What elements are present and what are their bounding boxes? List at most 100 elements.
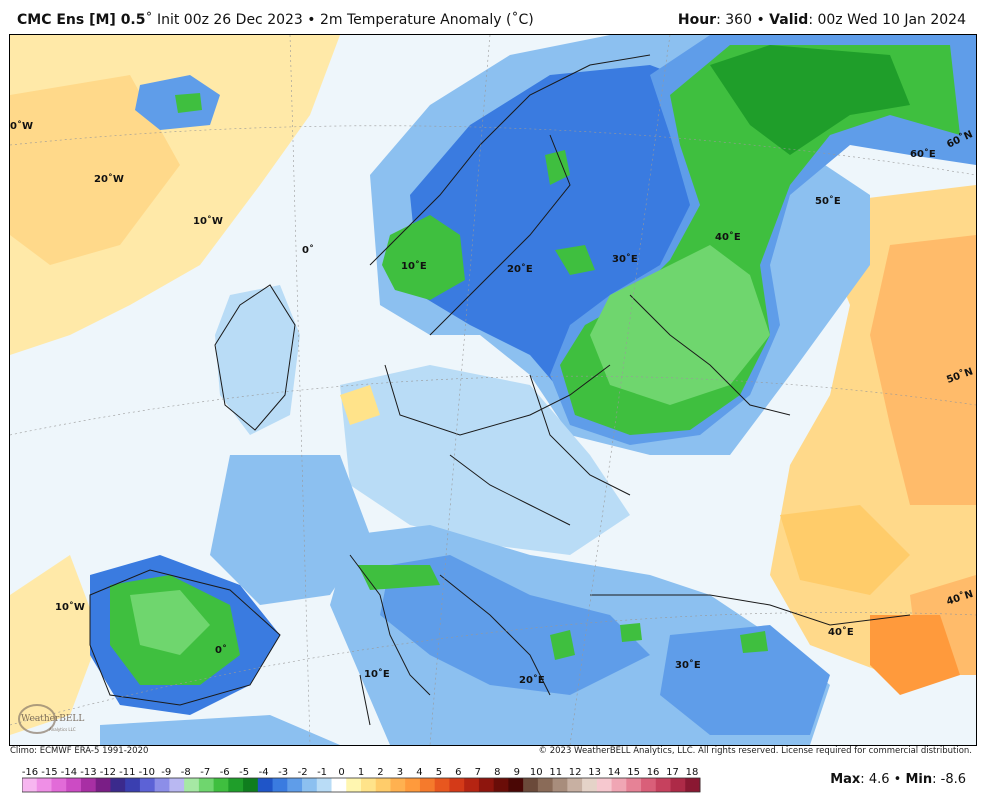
colorbar-swatch (331, 778, 347, 792)
colorbar-swatch (641, 778, 657, 792)
lon-label-20w: 20˚W (94, 173, 124, 185)
lon-label-40e: 40˚E (715, 231, 741, 243)
min-value: -8.6 (940, 772, 966, 787)
colorbar-swatch (375, 778, 391, 792)
colorbar-swatch (537, 778, 554, 792)
lon-label-10w: 10˚W (193, 215, 223, 227)
colorbar-swatch (508, 778, 524, 792)
colorbar-swatch (685, 778, 701, 792)
colorbar-tick-label: -16 (22, 767, 38, 778)
colorbar-swatch (493, 778, 509, 792)
lon-label-50e: 50˚E (815, 195, 841, 207)
max-label: Max (830, 772, 861, 787)
anomaly-map[interactable]: 0˚W 20˚W 10˚W 0˚ 10˚E 20˚E 30˚E 40˚E 50˚… (9, 34, 977, 746)
colorbar-tick-label: -6 (220, 767, 230, 778)
colorbar-swatch (287, 778, 303, 792)
colorbar-swatch (582, 778, 598, 792)
colorbar-tick-label: -5 (239, 767, 249, 778)
degree-mark: ˚ (145, 12, 153, 28)
lon-label-10e: 10˚E (401, 260, 427, 272)
colorbar-tick-label: -9 (161, 767, 171, 778)
colorbar-tick-label: -10 (139, 767, 155, 778)
colorbar-tick-label: 2 (377, 767, 383, 778)
colorbar-tick-label: 11 (549, 767, 562, 778)
colorbar-swatch (316, 778, 333, 792)
colorbar-swatch (228, 778, 244, 792)
bullet-separator-2: • (756, 12, 765, 28)
colorbar-swatch (139, 778, 156, 792)
colorbar-tick-label: -7 (200, 767, 210, 778)
bullet-separator: • (307, 12, 316, 28)
colorbar-swatch (80, 778, 97, 792)
max-min-readout: Max: 4.6 • Min: -8.6 (830, 772, 966, 787)
colorbar-swatch (36, 778, 52, 792)
colorbar-swatch (596, 778, 613, 792)
colorbar-swatch (184, 778, 200, 792)
colorbar-tick-label: 7 (475, 767, 481, 778)
colorbar-tick-label: 13 (588, 767, 601, 778)
colorbar-tick-label: 8 (494, 767, 500, 778)
field-name: 2m Temperature Anomaly (˚C) (320, 12, 534, 28)
colorbar-swatch (51, 778, 67, 792)
min-label: Min (905, 772, 933, 787)
lon-label-30e-south: 30˚E (675, 659, 701, 671)
colorbar-tick-label: -12 (100, 767, 116, 778)
colorbar-tick-label: 14 (608, 767, 621, 778)
colorbar-swatch (213, 778, 229, 792)
colorbar-swatch (567, 778, 583, 792)
lon-label-60e: 60˚E (910, 148, 936, 160)
lon-label-0: 0˚ (302, 244, 314, 256)
colorbar-swatch (552, 778, 568, 792)
colorbar-tick-label: 18 (686, 767, 699, 778)
colorbar-swatch (110, 778, 126, 792)
valid-info: Hour: 360 • Valid: 00z Wed 10 Jan 2024 (677, 12, 966, 28)
colorbar-swatch (611, 778, 627, 792)
hour-label: Hour (677, 12, 717, 28)
colorbar-swatch (405, 778, 421, 792)
colorbar-tick-label: 0 (338, 767, 344, 778)
colorbar-tick-label: 9 (514, 767, 520, 778)
logo-subtext: Analytics LLC (49, 727, 76, 732)
lon-label-40e-south: 40˚E (828, 626, 854, 638)
colorbar-swatch (626, 778, 642, 792)
colorbar-tick-label: -8 (181, 767, 191, 778)
colorbar-swatch (243, 778, 259, 792)
valid-label: Valid (769, 12, 809, 28)
colorbar-swatch (257, 778, 274, 792)
colorbar-tick-label: -3 (278, 767, 288, 778)
colorbar-swatch (95, 778, 111, 792)
colorbar-swatch (478, 778, 495, 792)
map-title: CMC Ens [M] 0.5˚ Init 00z 26 Dec 2023 • … (17, 12, 534, 28)
colorbar-tick-label: -2 (298, 767, 308, 778)
colorbar-tick-label: -15 (41, 767, 57, 778)
bullet-separator-3: • (893, 772, 902, 787)
colorbar-tick-label: -4 (259, 767, 269, 778)
lon-label-10e-south: 10˚E (364, 668, 390, 680)
lon-label-0w: 0˚W (10, 120, 33, 132)
colorbar-tick-label: -1 (317, 767, 327, 778)
model-name: CMC Ens [M] 0.5 (17, 12, 146, 28)
colorbar-swatch (22, 778, 38, 792)
colorbar-tick-label: 1 (358, 767, 364, 778)
colorbar-swatch (361, 778, 377, 792)
colorbar-swatch (419, 778, 436, 792)
weatherbell-logo: WeatherBELL Analytics LLC (15, 697, 107, 739)
colorbar-swatch (198, 778, 215, 792)
colorbar-swatch (66, 778, 82, 792)
lon-label-20e-south: 20˚E (519, 674, 545, 686)
colorbar-tick-label: -11 (119, 767, 135, 778)
lon-label-20e: 20˚E (507, 263, 533, 275)
init-time: Init 00z 26 Dec 2023 (156, 12, 303, 28)
colorbar-tick-label: 4 (416, 767, 422, 778)
valid-value: 00z Wed 10 Jan 2024 (817, 12, 966, 28)
colorbar-tick-label: 3 (397, 767, 403, 778)
colorbar-swatch (302, 778, 318, 792)
lon-label-30e: 30˚E (612, 253, 638, 265)
colorbar-tick-label: 6 (455, 767, 461, 778)
colorbar-frame (22, 777, 701, 793)
climo-note: Climo: ECMWF ERA-5 1991-2020 (10, 746, 149, 756)
lon-label-10w-south: 10˚W (55, 601, 85, 613)
colorbar-tick-label: 10 (530, 767, 543, 778)
colorbar-tick-label: 5 (436, 767, 442, 778)
logo-text: WeatherBELL (21, 714, 84, 724)
